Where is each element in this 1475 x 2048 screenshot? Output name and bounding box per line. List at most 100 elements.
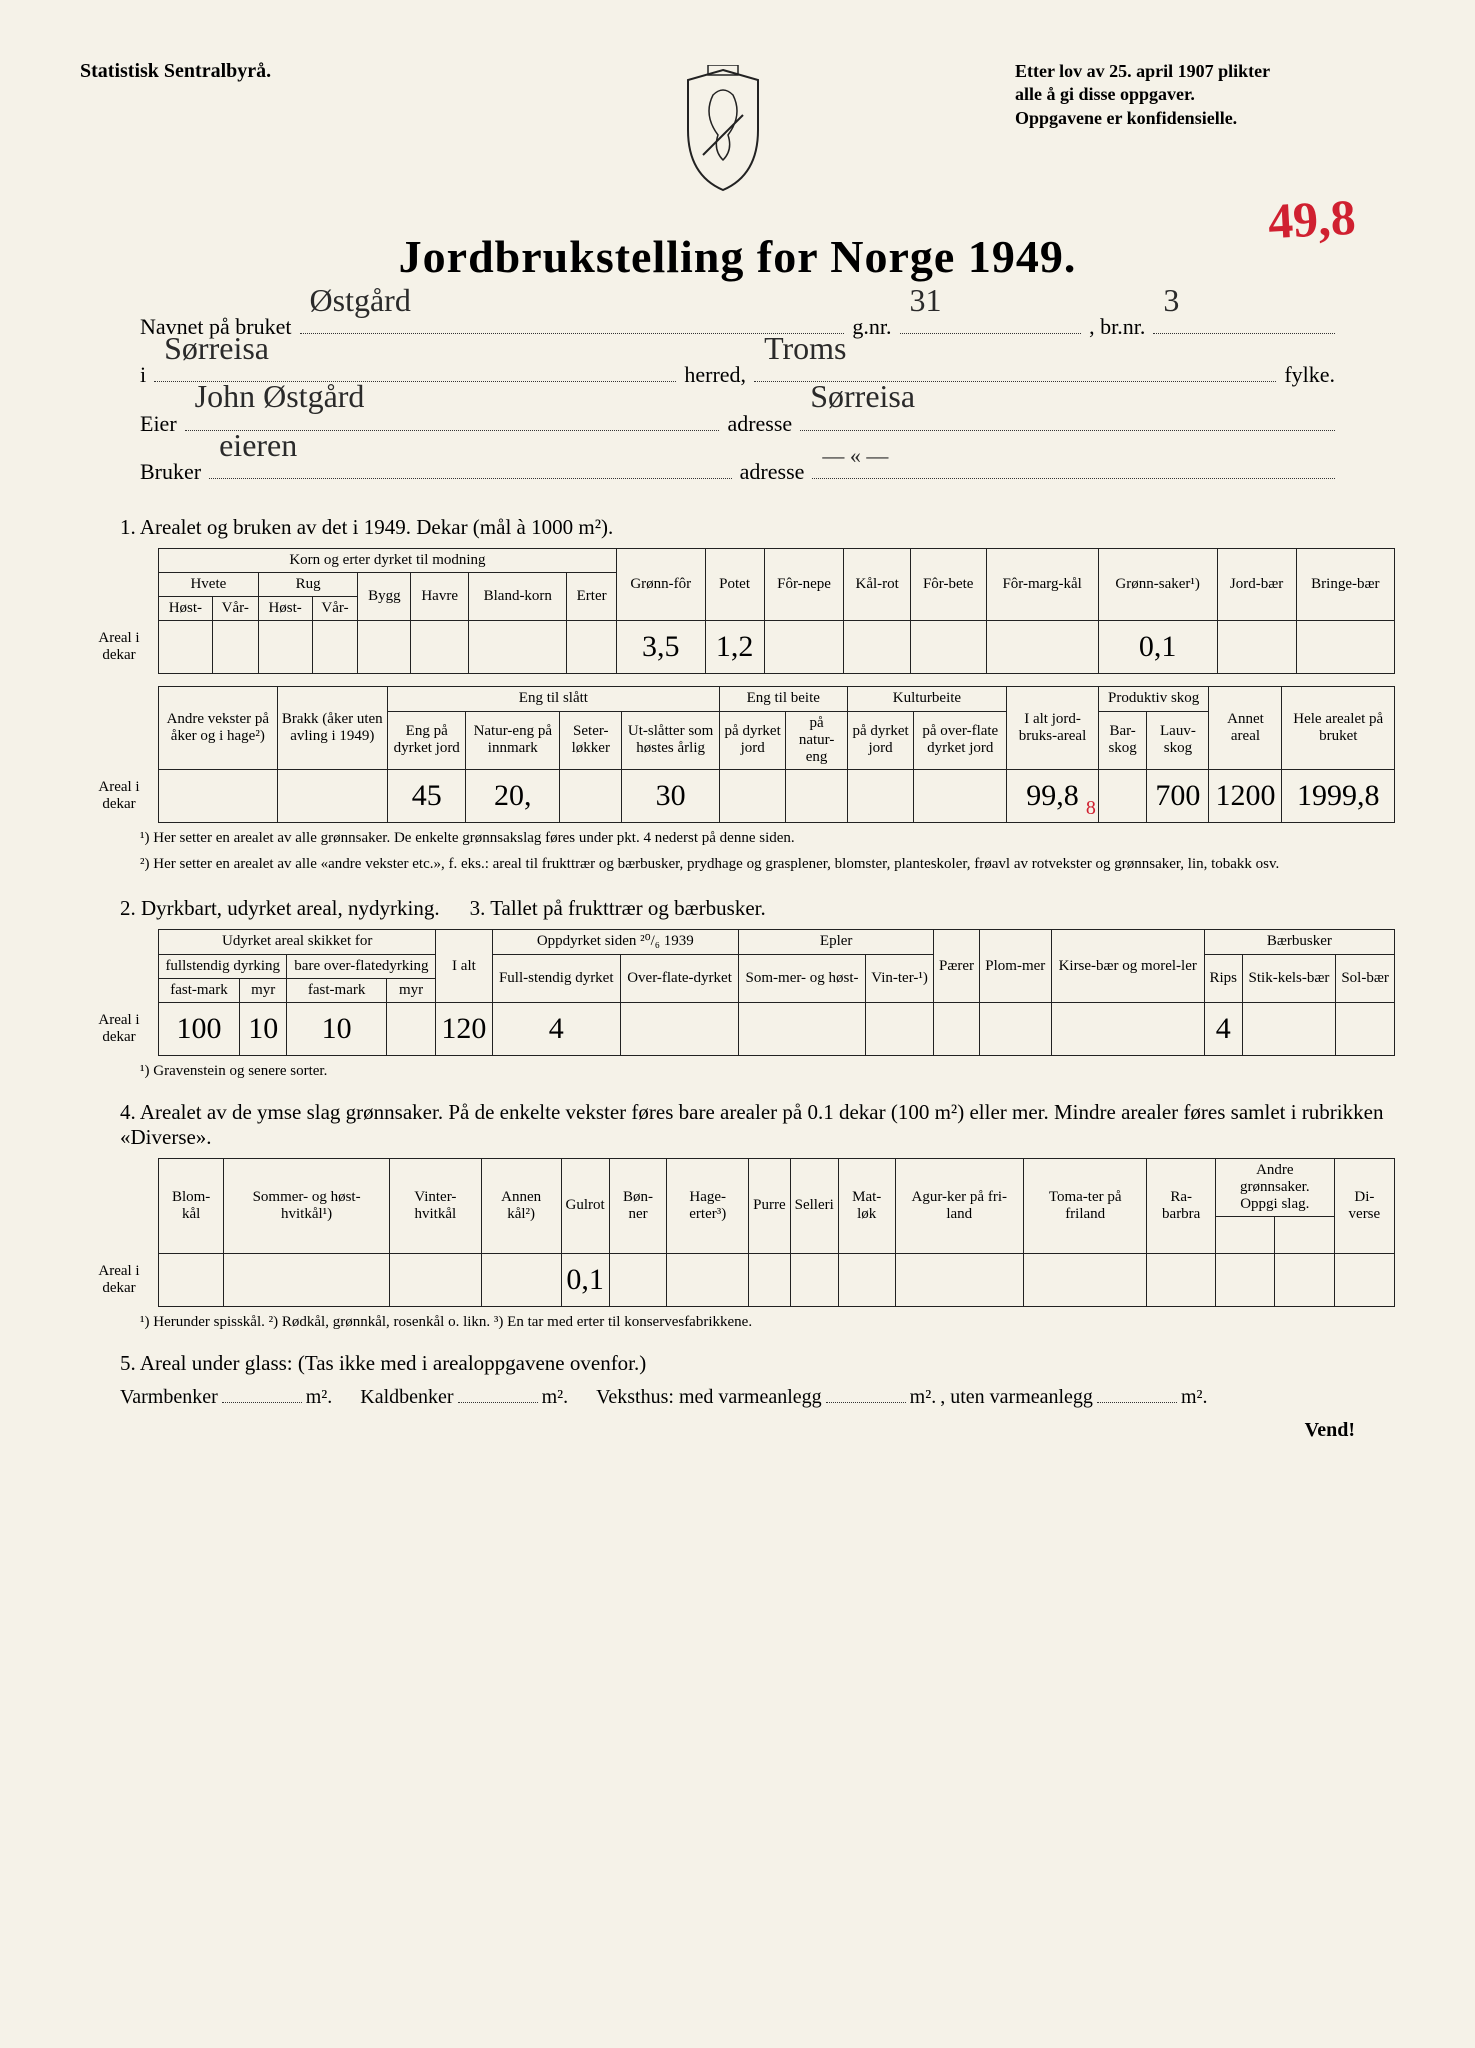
row-label-2: Areal i dekar [80,1003,159,1056]
h-kalrot: Kål-rot [844,548,910,621]
h-gulrot: Gulrot [561,1158,609,1254]
h-purre: Purre [749,1158,791,1254]
h-fulldyrket: Full-stendig dyrket [492,954,620,1003]
h-vinterkål: Vinter-hvitkål [389,1158,481,1254]
section-4-title: 4. Arealet av de ymse slag grønnsaker. P… [120,1100,1395,1150]
value-bruker-adresse: — « — [822,432,888,480]
val-engdyrket: 45 [387,770,465,823]
main-title: Jordbrukstelling for Norge 1949. [80,230,1395,283]
val-gulrot: 0,1 [561,1254,609,1307]
label-brnr: , br.nr. [1089,303,1145,351]
h-rips: Rips [1204,954,1242,1003]
h-utslatter: Ut-slåtter som høstes årlig [622,711,719,770]
h-havre: Havre [411,572,469,621]
h-stikkels: Stik-kels-bær [1242,954,1335,1003]
h-fullstendig: fullstendig dyrking [159,954,287,978]
h-engslatt: Eng til slått [387,687,719,711]
footnote-1-1: ¹) Her setter en arealet av alle grønnsa… [140,829,1355,849]
h-engdyrket: Eng på dyrket jord [387,711,465,770]
h-oppdyrket: Oppdyrket siden ²⁰/₆ 1939 [492,930,739,954]
val-hele: 1999,8 [1282,770,1395,823]
label-fylke: fylke. [1284,351,1335,399]
h-andre-gronn: Andre grønnsaker.Oppgi slag. [1215,1158,1334,1217]
table-1b: Andre vekster på åker og i hage²) Brakk … [80,686,1395,823]
h-annet: Annet areal [1209,687,1282,770]
h-ialt-jord: I alt jord-bruks-areal [1007,687,1099,770]
h-fornepe: Fôr-nepe [764,548,844,621]
h-fm1: fast-mark [159,978,240,1002]
row-label-1a: Areal i dekar [80,621,159,674]
h-fm2: fast-mark [287,978,386,1002]
value-navnet: Østgård [310,265,411,335]
val-potet: 1,2 [705,621,764,674]
h-vinter: Vin-ter-¹) [865,954,933,1003]
h-blomkal: Blom-kål [159,1158,224,1254]
h-myr1: myr [239,978,287,1002]
agency-name: Statistisk Sentralbyrå. [80,60,430,83]
h-potet: Potet [705,548,764,621]
h-korn: Korn og erter dyrket til modning [159,548,617,572]
label-herred: herred, [684,351,746,399]
h-brakk: Brakk (åker uten avling i 1949) [277,687,387,770]
h-padyrket-1: på dyrket jord [719,711,786,770]
h-ialt-2: I alt [436,930,492,1003]
h-padyrket-2: på dyrket jord [847,711,914,770]
farm-info-block: Navnet på bruket Østgård g.nr. 31 , br.n… [140,303,1335,497]
val-myr1: 10 [239,1003,287,1056]
label-adresse-1: adresse [727,400,792,448]
h-plommer: Plom-mer [979,930,1051,1003]
h-host-2: Høst- [258,597,312,621]
h-overdyrket: Over-flate-dyrket [620,954,738,1003]
h-var-2: Vår- [312,597,358,621]
footnote-4: ¹) Herunder spisskål. ²) Rødkål, grønnkå… [140,1313,1355,1333]
h-hele: Hele arealet på bruket [1282,687,1395,770]
h-annenkål: Annen kål²) [481,1158,561,1254]
h-hvete: Hvete [159,572,259,596]
h-tomater: Toma-ter på friland [1023,1158,1147,1254]
value-eier-adresse: Sørreisa [810,361,915,431]
h-lauvskog: Lauv-skog [1147,711,1209,770]
val-full: 4 [492,1003,620,1056]
h-seterlokker: Seter-løkker [560,711,622,770]
h-erter: Erter [567,572,617,621]
h-gronnfor: Grønn-fôr [616,548,705,621]
section-3-title: 3. Tallet på frukttrær og bærbusker. [470,896,766,921]
row-label-4: Areal i dekar [80,1254,159,1307]
h-bonner: Bøn-ner [609,1158,667,1254]
legal-line-1: Etter lov av 25. april 1907 plikter [1015,60,1395,83]
h-engbeite: Eng til beite [719,687,847,711]
table-2-3: Udyrket areal skikket for I alt Oppdyrke… [80,929,1395,1056]
h-bygg: Bygg [358,572,411,621]
h-panatureng: på natur-eng [786,711,847,770]
m2-2: m². [542,1386,569,1409]
h-paoverflate: på over-flate dyrket jord [914,711,1007,770]
h-jordbaer: Jord-bær [1217,548,1296,621]
h-andre: Andre vekster på åker og i hage²) [159,687,278,770]
legal-notice: Etter lov av 25. april 1907 plikter alle… [1015,60,1395,130]
vend-label: Vend! [80,1419,1355,1442]
h-matlok: Mat-løk [838,1158,895,1254]
header: Statistisk Sentralbyrå. Etter lov av 25.… [80,60,1395,200]
h-kirsebaer: Kirse-bær og morel-ler [1051,930,1204,1003]
label-kaldbenker: Kaldbenker [360,1386,453,1409]
table-4: Blom-kål Sommer- og høst-hvitkål¹) Vinte… [80,1158,1395,1308]
value-gnr: 31 [910,265,942,335]
h-bareover: bare over-flatedyrking [287,954,436,978]
h-paerer: Pærer [934,930,980,1003]
label-veksthus: Veksthus: med varmeanlegg [596,1386,822,1409]
val-annet: 1200 [1209,770,1282,823]
h-var-1: Vår- [212,597,258,621]
census-form-page: Statistisk Sentralbyrå. Etter lov av 25.… [0,0,1475,2048]
h-selleri: Selleri [790,1158,838,1254]
val-fm1: 100 [159,1003,240,1056]
h-solbaer: Sol-bær [1336,954,1395,1003]
val-fm2: 10 [287,1003,386,1056]
h-barskog: Bar-skog [1098,711,1146,770]
label-varmbenker: Varmbenker [120,1386,218,1409]
h-host-1: Høst- [159,597,213,621]
glass-area-line: Varmbenker m². Kaldbenker m². Veksthus: … [120,1386,1355,1409]
h-gronnsaker: Grønn-saker¹) [1098,548,1217,621]
section-2-title: 2. Dyrkbart, udyrket areal, nydyrking. [120,896,440,921]
val-gronnfor: 3,5 [616,621,705,674]
label-i: i [140,351,146,399]
